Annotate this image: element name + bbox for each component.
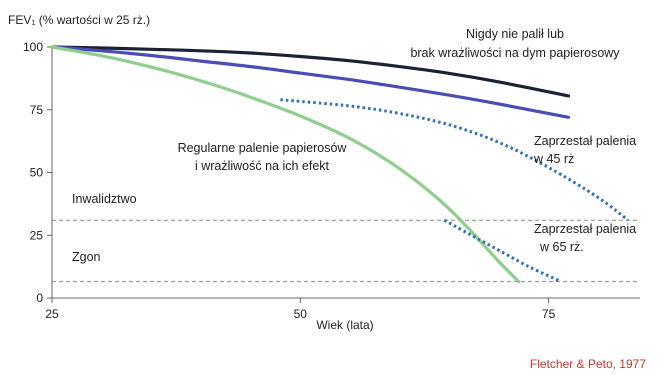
series-line [280,98,630,222]
annotation-regular-smoking-line1: Regularne palenie papierosów [178,141,348,155]
series-line [443,218,560,282]
source-citation: Fletcher & Peto, 1977 [530,357,646,371]
annotation-never-smoked-line1: Nigdy nie palił lub [466,27,564,41]
annotation-never-smoked-line2: brak wrażliwości na dym papierosowy [410,46,620,60]
x-tick-label: 75 [542,307,556,321]
y-tick-label: 25 [30,228,44,242]
y-tick-label: 100 [23,40,43,54]
reference-label-disability: Inwalidztwo [72,192,137,206]
series-line [50,45,571,98]
x-axis-title: Wiek (lata) [316,318,373,332]
x-tick-label: 50 [294,307,308,321]
annotation-quit-65-line2: w 65 rż. [539,240,584,254]
annotation-quit-45-line1: Zaprzestał palenia [534,134,636,148]
y-tick-label: 50 [30,166,44,180]
y-axis-title: FEV₁ (% wartości w 25 rż.) [8,13,150,27]
series-line [50,45,521,284]
annotation-regular-smoking-line2: i wrażliwość na ich efekt [195,159,330,173]
x-tick-label: 25 [45,307,59,321]
series-lines [50,45,630,284]
axes [51,47,640,299]
reference-label-death: Zgon [72,250,101,264]
y-tick-label: 75 [30,103,44,117]
annotation-quit-65-line1: Zaprzestał palenia [534,222,636,236]
series-line [50,45,571,119]
y-tick-label: 0 [36,291,43,305]
annotation-quit-45-line2: w 45 rż [533,152,574,166]
